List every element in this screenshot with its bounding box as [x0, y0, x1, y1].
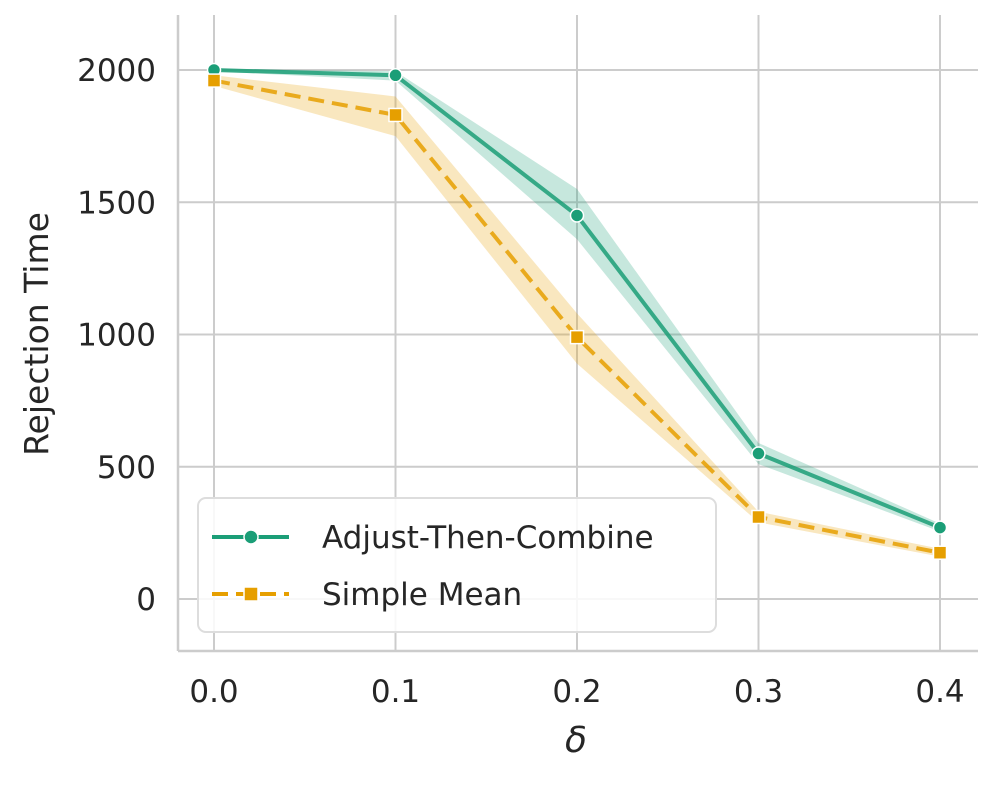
y-tick-label: 1500 — [77, 185, 156, 221]
x-axis-title: δ — [565, 720, 587, 761]
series-markers — [206, 62, 948, 560]
y-tick-label: 1000 — [77, 318, 156, 354]
adjust-then-combine-point — [751, 446, 766, 461]
tick-labels: 0.0 0.1 0.2 0.3 0.4 0 500 1000 1500 2000 — [77, 53, 965, 710]
adjust-then-combine-point — [569, 208, 585, 223]
adjust-then-combine-point — [932, 520, 948, 535]
simple-mean-point — [206, 73, 222, 88]
legend-marker-simple-mean — [243, 586, 259, 602]
y-tick-label: 0 — [136, 582, 156, 618]
legend-box — [197, 497, 717, 633]
adjust-then-combine-point — [388, 68, 403, 83]
confidence-bands — [214, 68, 940, 557]
legend-marker-adjust-then-combine — [243, 529, 259, 545]
y-tick-label: 500 — [97, 450, 156, 486]
simple-mean-ci-band — [214, 75, 940, 557]
x-tick-label: 0.3 — [734, 674, 783, 710]
y-axis-title: Rejection Time — [17, 212, 56, 456]
x-tick-label: 0.1 — [371, 674, 420, 710]
simple-mean-point — [569, 329, 585, 345]
x-tick-label: 0.4 — [915, 674, 964, 710]
x-tick-label: 0.2 — [552, 674, 601, 710]
x-tick-label: 0.0 — [189, 674, 238, 710]
simple-mean-point — [751, 509, 766, 525]
legend-label-adjust-then-combine: Adjust-Then-Combine — [322, 520, 654, 556]
simple-mean-point — [932, 545, 948, 560]
y-tick-label: 2000 — [77, 53, 156, 89]
legend: Adjust-Then-Combine Simple Mean — [197, 497, 717, 633]
axes-spines — [176, 15, 978, 653]
legend-label-simple-mean: Simple Mean — [322, 577, 522, 613]
simple-mean-point — [388, 107, 403, 123]
